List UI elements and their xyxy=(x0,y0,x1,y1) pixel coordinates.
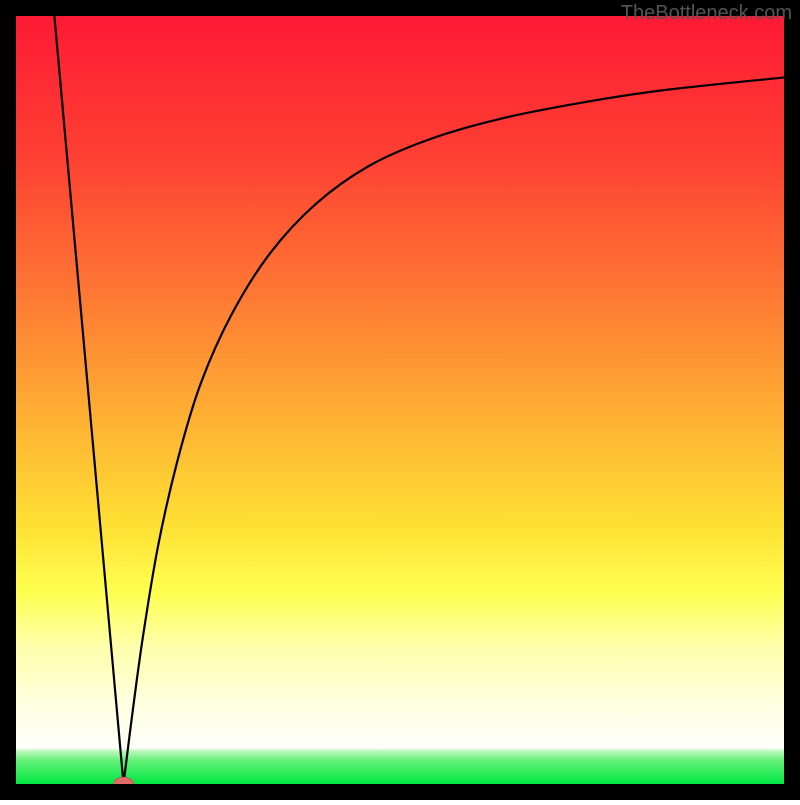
plot-background xyxy=(16,16,784,784)
chart-svg xyxy=(0,0,800,800)
watermark-text: TheBottleneck.com xyxy=(621,2,792,25)
chart-container: TheBottleneck.com xyxy=(0,0,800,800)
